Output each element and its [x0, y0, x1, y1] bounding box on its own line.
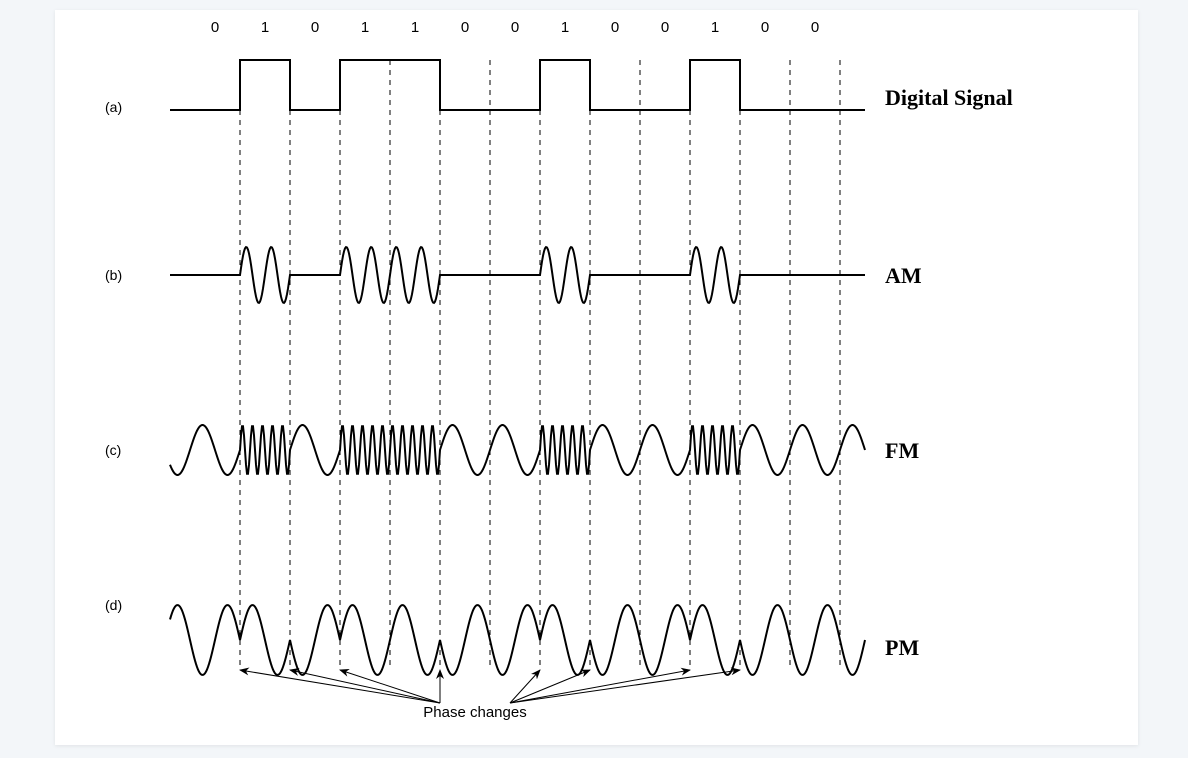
phase-change-arrow [510, 670, 690, 703]
digital-signal-waveform [170, 60, 865, 110]
phase-change-arrow [510, 670, 590, 703]
bit-label: 0 [311, 19, 319, 36]
pm-waveform [170, 605, 865, 675]
row-label-d: (d) [105, 597, 122, 613]
bit-label: 1 [361, 19, 369, 36]
row-label-c: (c) [105, 442, 121, 458]
guide-lines [240, 60, 840, 670]
page: 0101100100100 (a) Digital Signal (b) AM … [0, 0, 1188, 758]
right-label-am: AM [885, 263, 922, 288]
bit-label: 1 [261, 19, 269, 36]
bit-label: 0 [211, 19, 219, 36]
bit-label: 1 [561, 19, 569, 36]
bit-label: 0 [661, 19, 669, 36]
bit-label: 0 [511, 19, 519, 36]
bit-label: 1 [411, 19, 419, 36]
am-waveform [170, 247, 865, 303]
phase-change-arrow [340, 670, 440, 703]
bit-label: 0 [461, 19, 469, 36]
bit-label: 0 [611, 19, 619, 36]
phase-change-arrow [290, 670, 440, 703]
right-label-pm: PM [885, 635, 919, 660]
bit-labels: 0 1 0 1 1 0 0 1 0 0 1 0 0 [211, 19, 819, 36]
phase-change-arrows [240, 670, 740, 703]
phase-change-arrow [510, 670, 740, 703]
row-label-b: (b) [105, 267, 122, 283]
phase-change-arrow [240, 670, 440, 703]
right-label-fm: FM [885, 438, 919, 463]
fm-waveform [170, 425, 865, 475]
modulation-diagram: 0101100100100 (a) Digital Signal (b) AM … [55, 10, 1138, 745]
bit-label: 0 [761, 19, 769, 36]
phase-changes-annotation: Phase changes [423, 704, 526, 721]
bit-label: 1 [711, 19, 719, 36]
row-label-a: (a) [105, 99, 122, 115]
bit-label: 0 [811, 19, 819, 36]
diagram-card: 0101100100100 (a) Digital Signal (b) AM … [55, 10, 1138, 745]
right-label-digital: Digital Signal [885, 85, 1013, 110]
